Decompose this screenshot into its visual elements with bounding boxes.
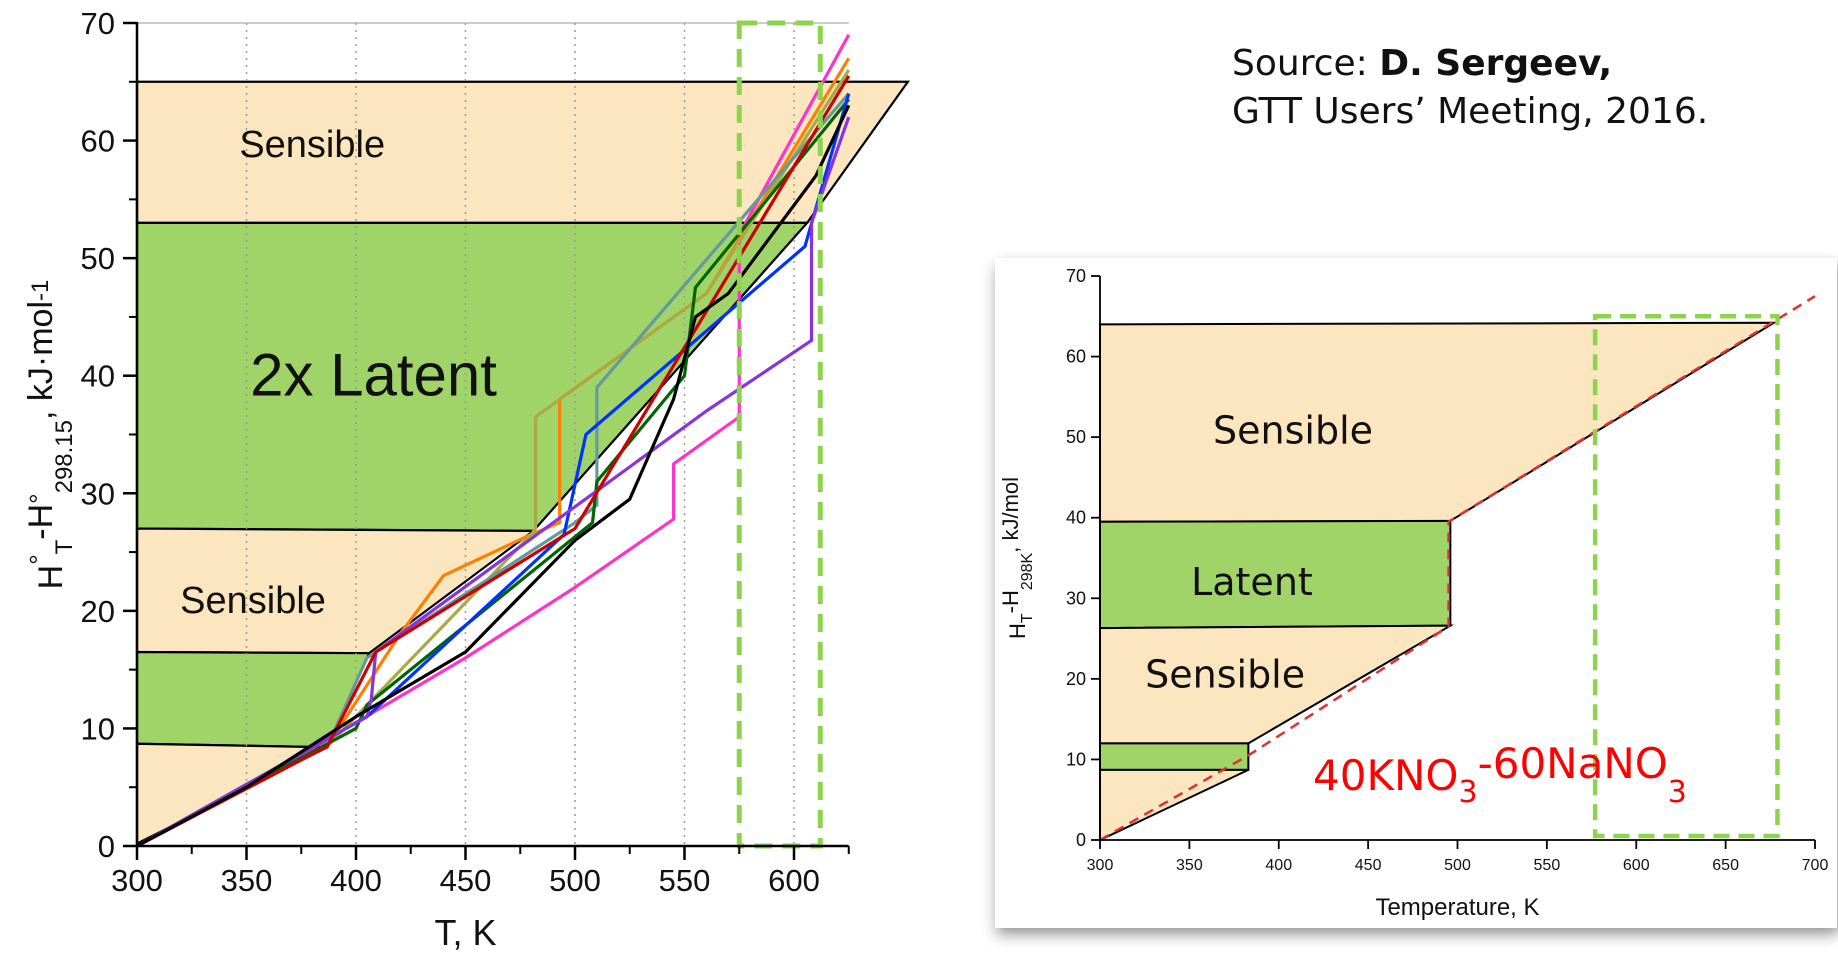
inset-y-tick-label: 0 (1076, 830, 1086, 850)
main-x-tick-label: 350 (221, 863, 273, 898)
inset-x-tick-label: 600 (1623, 857, 1650, 874)
main-x-axis-title: T, K (434, 912, 496, 953)
main-series-line-8 (136, 104, 851, 848)
inset-region-sensible-0 (1099, 321, 1778, 523)
main-y-tick-label: 10 (81, 711, 115, 746)
main-y-tick-label: 0 (98, 829, 115, 864)
main-x-tick-label: 550 (659, 863, 711, 898)
main-highlight-box (736, 20, 823, 849)
inset-regions (1099, 321, 1778, 842)
inset-x-tick-label: 500 (1444, 857, 1471, 874)
inset-y-axis-title: HT-H298K, kJ/mol (998, 477, 1036, 639)
inset-y-tick-label: 70 (1066, 266, 1086, 286)
source-line-2: GTT Users’ Meeting, 2016. (1232, 91, 1709, 132)
inset-y-tick-label: 50 (1066, 427, 1086, 447)
inset-x-tick-label: 400 (1265, 857, 1292, 874)
inset-y-tick-label: 30 (1066, 588, 1086, 608)
inset-label-sensible-top: Sensible (1213, 409, 1373, 453)
main-axes: 0 10 20 30 40 50 60 70 300 350 400 450 500 550 600 T, K… (22, 6, 850, 953)
main-series (136, 20, 851, 849)
inset-label-latent: Latent (1191, 560, 1313, 604)
inset-series (1099, 295, 1816, 842)
source-line-1: Source: D. Sergeev, (1232, 40, 1708, 88)
source-author: D. Sergeev, (1379, 43, 1613, 84)
main-x-tick-label: 500 (549, 863, 601, 898)
inset-x-axis-title: Temperature, K (1375, 894, 1539, 921)
main-y-tick-label: 40 (81, 359, 115, 394)
inset-y-tick-label: 20 (1066, 669, 1086, 689)
main-series-line-4 (136, 98, 850, 848)
main-labels: Sensible 2x Latent Sensible (180, 124, 497, 622)
main-series-line-6 (136, 116, 851, 848)
main-x-tick-label: 400 (330, 863, 382, 898)
inset-composition-label: 40KNO3-60NaNO3 (1313, 739, 1687, 810)
main-label-sensible-top: Sensible (239, 124, 385, 166)
main-grid (137, 22, 849, 846)
inset-y-tick-label: 60 (1066, 347, 1086, 367)
main-y-tick-label: 50 (81, 241, 115, 276)
main-label-sensible-mid: Sensible (180, 580, 326, 622)
inset-x-tick-label: 350 (1176, 857, 1203, 874)
main-label-latent-2x: 2x Latent (250, 342, 497, 409)
main-series-line-7 (136, 75, 851, 848)
inset-x-tick-label: 550 (1534, 857, 1561, 874)
main-y-tick-label: 30 (81, 476, 115, 511)
source-note: Source: D. Sergeev, GTT Users’ Meeting, … (1232, 40, 1708, 136)
inset-label-sensible-mid: Sensible (1145, 653, 1305, 697)
main-y-tick-label: 60 (81, 124, 115, 159)
inset-x-tick-label: 650 (1712, 857, 1739, 874)
main-y-axis-title: H°T-H°298.15, kJ·mol-1 (22, 280, 78, 590)
inset-axes: 0 10 20 30 40 50 60 70 300 350 400 450 500 550 600 650 7… (998, 266, 1828, 921)
main-x-tick-label: 600 (768, 863, 820, 898)
inset-y-tick-label: 10 (1066, 749, 1086, 769)
inset-series-line-0 (1099, 295, 1816, 842)
inset-x-tick-label: 300 (1087, 857, 1114, 874)
inset-region-sensible-4 (1099, 768, 1249, 842)
main-y-tick-label: 70 (81, 6, 115, 41)
inset-x-tick-label: 700 (1802, 857, 1829, 874)
main-y-tick-label: 20 (81, 594, 115, 629)
main-x-tick-label: 300 (111, 863, 163, 898)
inset-x-tick-label: 450 (1355, 857, 1382, 874)
source-prefix: Source: (1232, 43, 1380, 84)
inset-region-latent-3 (1099, 742, 1250, 771)
main-x-tick-label: 450 (440, 863, 492, 898)
inset-y-tick-label: 40 (1066, 508, 1086, 528)
